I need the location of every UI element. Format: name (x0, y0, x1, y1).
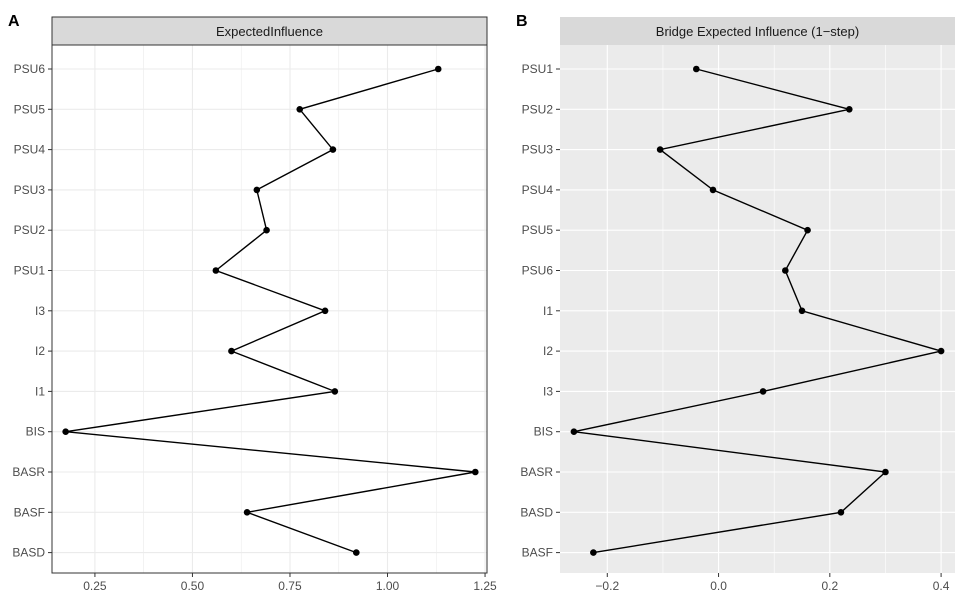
panel-label: A (8, 13, 20, 30)
data-point-bis (62, 428, 69, 436)
y-tick-label: I1 (543, 304, 553, 318)
x-tick-label: 0.2 (821, 579, 838, 593)
y-tick-label: I1 (35, 384, 45, 398)
data-point-psu6 (434, 65, 442, 73)
y-tick-label: I3 (35, 304, 45, 318)
x-tick-label: 0.4 (933, 579, 950, 593)
data-point-psu4 (709, 186, 717, 194)
x-tick-label: 1.25 (473, 579, 497, 593)
data-point-i3 (321, 307, 329, 315)
facet-strip (560, 17, 955, 45)
panel-b: B Bridge Expected Influence (1−step) −0.2 0… (516, 13, 955, 593)
data-point-psu3 (253, 186, 261, 194)
y-tick-label: PSU2 (14, 223, 46, 237)
y-tick-label: BASR (520, 465, 553, 479)
plot-background (52, 45, 487, 573)
data-point-i1 (331, 388, 339, 395)
y-tick-label: PSU3 (522, 143, 554, 157)
y-tick-label: BASD (12, 546, 45, 560)
data-point-basd (353, 549, 360, 556)
data-point-basf (590, 549, 597, 556)
data-point-basf (243, 509, 251, 516)
y-tick-label: PSU2 (522, 102, 554, 116)
data-point-basd (837, 509, 845, 516)
data-point-i3 (759, 388, 767, 395)
y-tick-label: PSU6 (522, 264, 554, 278)
data-point-i2 (228, 347, 235, 355)
y-tick-label: I2 (543, 344, 553, 358)
data-point-psu3 (656, 146, 664, 153)
plot-border (51, 44, 488, 574)
data-point-psu1 (693, 65, 700, 73)
data-point-basr (471, 468, 479, 476)
y-tick-label: BASF (522, 546, 553, 560)
x-tick-label: 0.75 (278, 579, 302, 593)
data-point-basr (882, 468, 889, 476)
data-point-psu2 (845, 106, 853, 113)
y-tick-label: BASR (12, 465, 45, 479)
y-tick-label: PSU4 (14, 143, 46, 157)
y-tick-label: PSU1 (522, 62, 554, 76)
panel-label: B (516, 13, 528, 30)
y-tick-label: BIS (26, 425, 45, 439)
data-point-i1 (798, 307, 806, 315)
data-point-i2 (937, 347, 945, 355)
facet-strip-title: Bridge Expected Influence (1−step) (656, 24, 859, 39)
plot-background (560, 45, 955, 573)
y-tick-label: PSU4 (522, 183, 554, 197)
data-point-psu5 (296, 106, 304, 113)
data-point-psu1 (212, 267, 220, 274)
y-tick-label: PSU6 (14, 62, 46, 76)
data-point-psu6 (782, 267, 789, 274)
facet-strip-title: ExpectedInfluence (216, 24, 323, 39)
x-tick-label: 1.00 (376, 579, 400, 593)
x-tick-label: −0.2 (595, 579, 619, 593)
x-tick-label: 0.0 (710, 579, 727, 593)
y-tick-label: BASD (520, 505, 553, 519)
y-tick-label: PSU3 (14, 183, 46, 197)
y-tick-label: I2 (35, 344, 45, 358)
y-tick-label: I3 (543, 384, 553, 398)
y-tick-label: BASF (14, 505, 45, 519)
y-tick-label: PSU1 (14, 264, 46, 278)
y-tick-label: PSU5 (522, 223, 554, 237)
data-point-psu5 (804, 226, 811, 234)
facet-strip (51, 16, 488, 46)
data-point-bis (570, 428, 578, 436)
y-tick-label: PSU5 (14, 102, 46, 116)
data-point-psu4 (329, 146, 337, 153)
x-tick-label: 0.25 (83, 579, 107, 593)
panel-a: A ExpectedInfluence 0.25 0.50 0.75 1.00 1.25 PS… (8, 13, 497, 593)
x-tick-label: 0.50 (181, 579, 205, 593)
data-point-psu2 (263, 226, 270, 234)
y-tick-label: BIS (534, 425, 553, 439)
